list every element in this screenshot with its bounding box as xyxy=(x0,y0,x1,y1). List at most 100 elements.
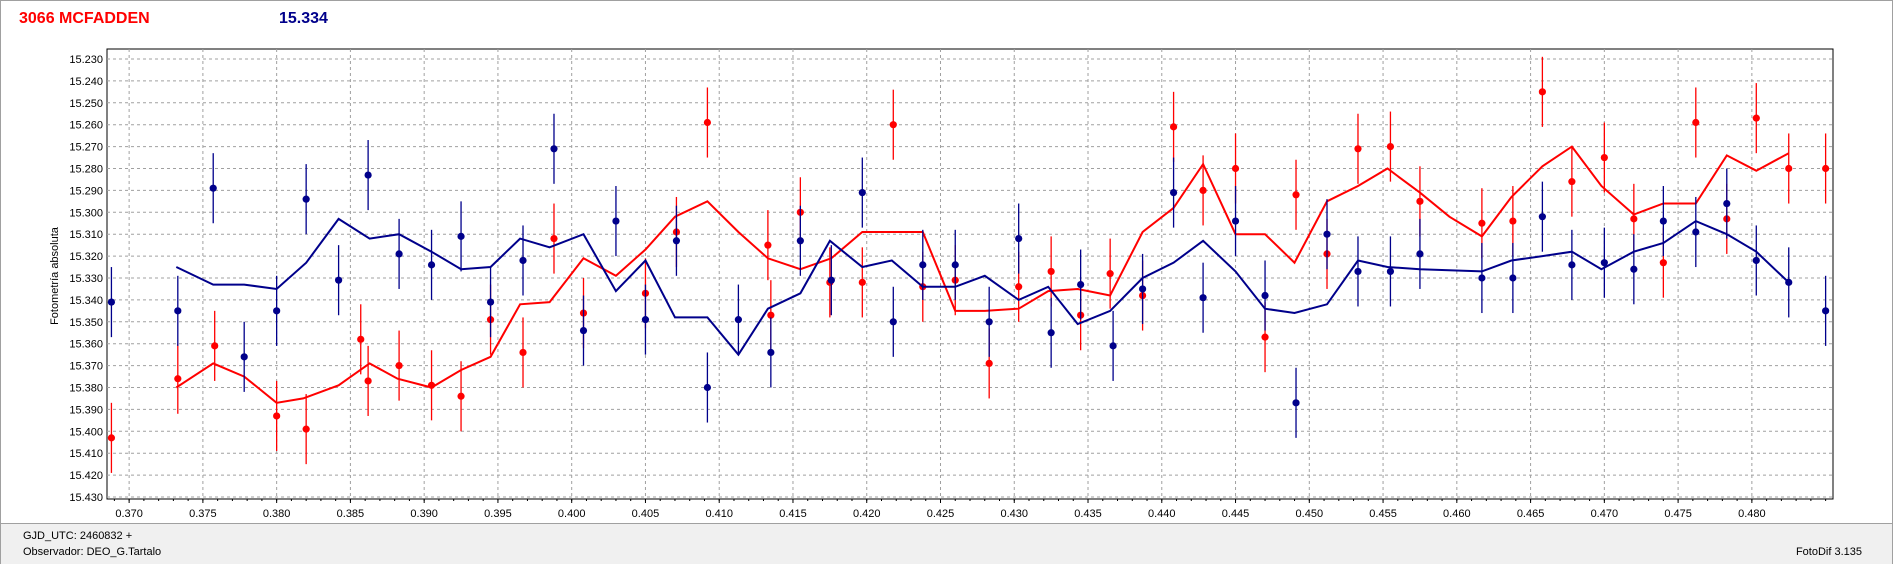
x-tick-label: 0.435 xyxy=(1074,508,1102,520)
data-point xyxy=(1139,285,1147,293)
series-layer xyxy=(107,56,1830,473)
x-tick-label: 0.445 xyxy=(1222,508,1250,520)
y-tick-label: 15.370 xyxy=(69,361,103,373)
data-point xyxy=(457,232,465,240)
y-tick-label: 15.280 xyxy=(69,164,103,176)
x-tick-label: 0.375 xyxy=(189,508,217,520)
data-point xyxy=(1292,399,1300,407)
data-point xyxy=(1568,178,1576,186)
data-point xyxy=(1822,307,1830,315)
data-point xyxy=(174,375,182,383)
data-point xyxy=(919,261,927,269)
data-point xyxy=(107,434,116,442)
data-point xyxy=(335,276,343,284)
data-point xyxy=(1199,294,1207,302)
y-tick-label: 15.250 xyxy=(69,98,103,110)
photometry-chart: 15.230 15.240 15.250 15.260 15.270 15.280 15.2… xyxy=(49,48,1834,520)
y-tick-label: 15.320 xyxy=(69,251,103,263)
data-point xyxy=(889,318,897,326)
data-point xyxy=(889,121,897,129)
data-point xyxy=(357,335,365,343)
data-point xyxy=(550,145,558,153)
data-point xyxy=(579,326,588,335)
data-point xyxy=(364,171,372,179)
data-point xyxy=(734,316,742,324)
x-tick-label: 0.400 xyxy=(558,508,586,520)
data-point xyxy=(703,118,712,127)
y-tick-label: 15.420 xyxy=(69,470,103,482)
data-point xyxy=(395,362,403,370)
x-tick-label: 0.410 xyxy=(705,508,733,520)
x-tick-label: 0.455 xyxy=(1369,508,1397,520)
y-tick-label: 15.380 xyxy=(69,383,103,395)
data-point xyxy=(1568,261,1576,269)
data-point xyxy=(1047,329,1055,337)
y-tick-label: 15.240 xyxy=(69,76,103,88)
data-point xyxy=(1169,123,1178,131)
status-footer: GJD_UTC: 2460832 + Observador: DEO_G.Tar… xyxy=(1,523,1892,564)
x-tick-label: 0.460 xyxy=(1443,508,1471,520)
data-point xyxy=(1354,145,1362,153)
data-point xyxy=(1323,230,1331,238)
data-point xyxy=(1109,342,1117,350)
x-tick-label: 0.385 xyxy=(337,508,365,520)
x-tick-label: 0.430 xyxy=(1000,508,1028,520)
x-tick-label: 0.440 xyxy=(1148,508,1176,520)
x-tick-label: 0.380 xyxy=(263,508,291,520)
data-point xyxy=(1752,114,1760,122)
x-tick-label: 0.405 xyxy=(632,508,660,520)
data-point xyxy=(827,276,835,284)
data-point xyxy=(1047,267,1055,276)
data-point xyxy=(764,241,772,249)
x-tick-label: 0.395 xyxy=(484,508,512,520)
data-point xyxy=(1261,291,1269,300)
data-point xyxy=(1630,215,1638,223)
star-name-title: 3066 MCFADDEN xyxy=(19,10,150,27)
data-point xyxy=(1231,217,1240,225)
data-point xyxy=(209,184,217,192)
y-tick-label: 15.300 xyxy=(69,207,103,219)
data-point xyxy=(858,188,866,197)
x-tick-label: 0.450 xyxy=(1296,508,1324,520)
data-point xyxy=(107,298,116,306)
data-point xyxy=(1509,217,1517,225)
x-tick-label: 0.370 xyxy=(115,508,143,520)
y-tick-label: 15.430 xyxy=(69,492,103,504)
data-point xyxy=(273,412,281,420)
data-point xyxy=(395,250,403,258)
data-point xyxy=(767,311,775,319)
data-point xyxy=(1785,278,1793,286)
data-point xyxy=(1692,118,1700,127)
y-tick-label: 15.310 xyxy=(69,229,103,241)
x-tick-label: 0.480 xyxy=(1738,508,1766,520)
data-point xyxy=(1478,274,1486,282)
x-tick-label: 0.475 xyxy=(1664,508,1692,520)
data-point xyxy=(364,377,372,385)
data-point xyxy=(1538,213,1546,221)
y-tick-label: 15.330 xyxy=(69,273,103,285)
magnitude-value: 15.334 xyxy=(279,10,328,27)
data-point xyxy=(457,392,465,400)
trend-line xyxy=(175,217,1790,357)
data-point xyxy=(240,353,248,361)
data-point xyxy=(1199,186,1207,194)
y-tick-label: 15.230 xyxy=(69,54,103,66)
x-tick-label: 0.470 xyxy=(1591,508,1619,520)
data-point xyxy=(1077,280,1085,289)
y-tick-label: 15.350 xyxy=(69,317,103,329)
data-point xyxy=(703,383,712,392)
y-tick-label: 15.290 xyxy=(69,185,103,197)
y-tick-label: 15.400 xyxy=(69,426,103,438)
x-tick-label: 0.415 xyxy=(779,508,807,520)
data-point xyxy=(427,381,436,389)
data-point xyxy=(985,359,993,368)
data-point xyxy=(1822,164,1830,173)
data-point xyxy=(612,217,620,225)
data-point xyxy=(1015,283,1023,291)
data-point xyxy=(1692,228,1700,236)
y-tick-label: 15.360 xyxy=(69,339,103,351)
y-axis-label: Fotometría absoluta xyxy=(49,226,61,325)
x-tick-label: 0.465 xyxy=(1517,508,1545,520)
data-point xyxy=(1261,333,1269,341)
y-tick-label: 15.390 xyxy=(69,404,103,416)
